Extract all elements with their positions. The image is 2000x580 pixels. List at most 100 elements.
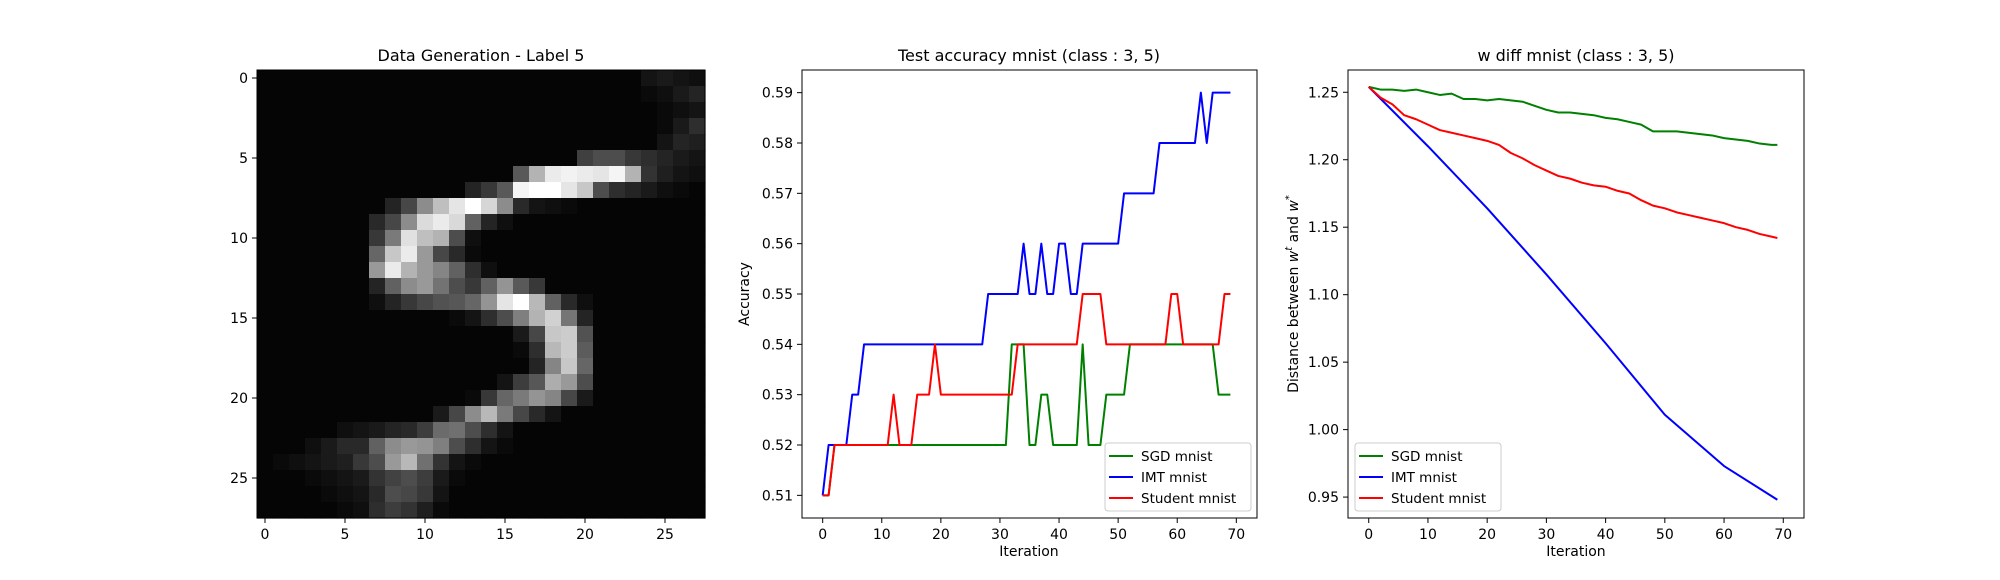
image-pixel [257, 86, 274, 103]
image-pixel [257, 182, 274, 199]
image-pixel [321, 70, 338, 87]
image-y-ticks: 0 5 10 15 20 25 [230, 71, 257, 487]
image-pixel [369, 262, 386, 279]
image-pixel [353, 438, 370, 455]
image-pixel [593, 470, 610, 487]
image-pixel [561, 198, 578, 215]
accuracy-y-tick-label: 0.55 [762, 287, 793, 303]
image-pixel [689, 198, 706, 215]
image-pixel [353, 310, 370, 327]
image-pixel [689, 118, 706, 135]
image-pixel [257, 150, 274, 167]
image-pixel [577, 198, 594, 215]
image-pixel [465, 198, 482, 215]
image-pixel [593, 422, 610, 439]
image-pixel [369, 406, 386, 423]
image-pixel [577, 214, 594, 231]
wdiff-x-tick-label: 30 [1537, 527, 1555, 543]
image-pixel [273, 166, 290, 183]
image-pixel [465, 422, 482, 439]
image-pixel [545, 230, 562, 247]
image-pixel [401, 86, 418, 103]
image-pixel [497, 470, 514, 487]
image-pixel [609, 86, 626, 103]
image-pixel [609, 278, 626, 295]
wdiff-title: w diff mnist (class : 3, 5) [1477, 46, 1674, 65]
image-pixel [465, 70, 482, 87]
image-pixel [577, 502, 594, 519]
image-pixel [273, 230, 290, 247]
image-pixel [369, 198, 386, 215]
image-pixel [465, 230, 482, 247]
image-pixel [385, 342, 402, 359]
image-pixel [481, 486, 498, 503]
image-pixel [497, 102, 514, 119]
image-pixel [625, 134, 642, 151]
image-pixel [497, 70, 514, 87]
image-pixel [401, 102, 418, 119]
image-pixel [529, 262, 546, 279]
image-pixel [449, 470, 466, 487]
image-pixel [257, 486, 274, 503]
image-pixel [305, 86, 322, 103]
image-pixel [641, 470, 658, 487]
image-pixel [529, 182, 546, 199]
image-pixel [609, 502, 626, 519]
image-x-tick-label: 20 [576, 527, 594, 543]
image-pixel [481, 246, 498, 263]
accuracy-line-student [822, 293, 1231, 497]
image-pixel [497, 326, 514, 343]
image-pixel [369, 422, 386, 439]
image-pixel [481, 230, 498, 247]
image-pixel [385, 182, 402, 199]
image-pixel [321, 470, 338, 487]
image-pixel [401, 262, 418, 279]
image-x-tick-label: 15 [496, 527, 514, 543]
image-pixel [481, 470, 498, 487]
image-pixel [577, 86, 594, 103]
accuracy-y-tick-label: 0.53 [762, 388, 793, 404]
image-pixel [417, 422, 434, 439]
image-pixel [609, 166, 626, 183]
image-pixel [497, 294, 514, 311]
image-pixel [465, 374, 482, 391]
image-pixel [545, 246, 562, 263]
image-pixel [385, 374, 402, 391]
image-pixel [273, 454, 290, 471]
accuracy-line-sgd [822, 343, 1231, 497]
image-pixel [369, 118, 386, 135]
image-pixel [609, 134, 626, 151]
image-pixel [513, 454, 530, 471]
image-pixel [289, 454, 306, 471]
accuracy-x-tick-label: 10 [873, 527, 891, 543]
image-pixel [337, 326, 354, 343]
image-pixel [369, 438, 386, 455]
image-pixel [401, 406, 418, 423]
image-pixel [289, 246, 306, 263]
image-pixel [305, 230, 322, 247]
image-pixel [337, 70, 354, 87]
image-pixel [289, 182, 306, 199]
image-x-tick-label: 10 [416, 527, 434, 543]
image-pixel [321, 342, 338, 359]
image-pixel [273, 422, 290, 439]
wdiff-x-tick-label: 60 [1715, 527, 1733, 543]
image-pixel [417, 134, 434, 151]
image-pixel [497, 486, 514, 503]
image-pixel [433, 70, 450, 87]
wdiff-y-tick-label: 1.00 [1308, 423, 1339, 439]
image-pixel [657, 390, 674, 407]
accuracy-x-tick-label: 30 [991, 527, 1009, 543]
image-pixel [609, 310, 626, 327]
image-pixel [689, 134, 706, 151]
image-pixel [353, 278, 370, 295]
wdiff-legend-label-student: Student mnist [1391, 491, 1486, 507]
image-pixel [625, 86, 642, 103]
wdiff-legend-label-sgd: SGD mnist [1391, 449, 1463, 465]
accuracy-legend-label-student: Student mnist [1141, 491, 1236, 507]
image-pixel [641, 102, 658, 119]
image-pixel [497, 406, 514, 423]
image-pixel [593, 310, 610, 327]
wdiff-y-tick-label: 1.10 [1308, 288, 1339, 304]
image-pixel [417, 86, 434, 103]
